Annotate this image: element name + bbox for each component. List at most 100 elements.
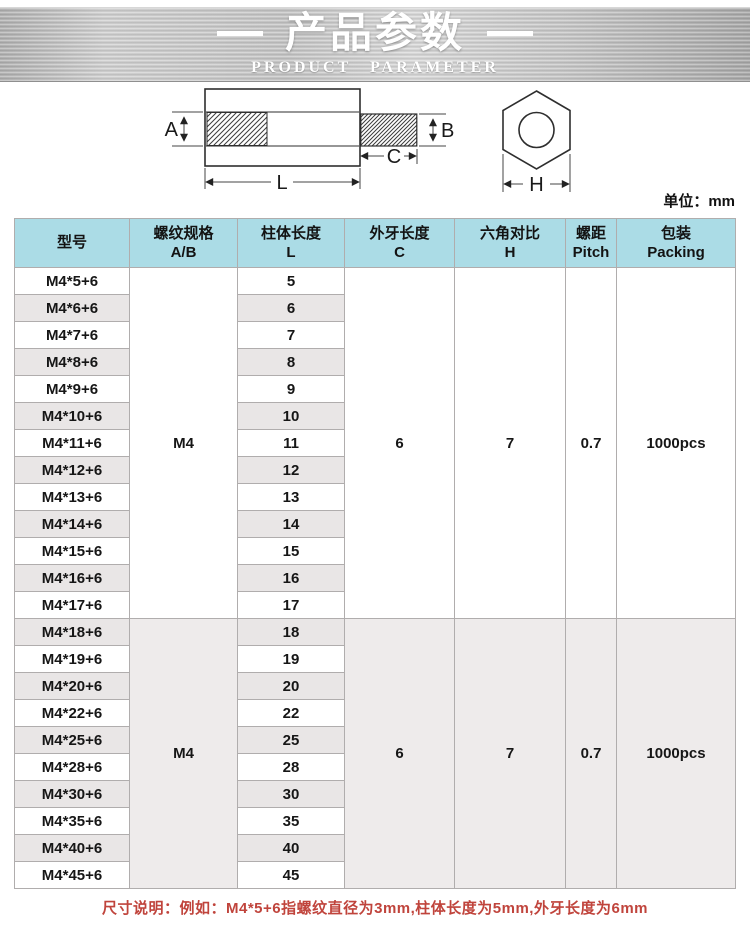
body-length-cell: 18 <box>237 618 345 646</box>
model-cell: M4*40+6 <box>14 834 130 862</box>
model-cell: M4*25+6 <box>14 726 130 754</box>
col-header-line2: H <box>504 244 516 261</box>
table-row: M4*22+6 22 <box>14 699 736 727</box>
body-length-cell: 20 <box>237 672 345 700</box>
model-cell: M4*14+6 <box>14 510 130 538</box>
pitch-cell: 0.7 <box>565 267 617 619</box>
col-header-3: 外牙长度 C <box>344 218 455 268</box>
body-length-cell: 11 <box>237 429 345 457</box>
model-cell: M4*12+6 <box>14 456 130 484</box>
body-length-cell: 22 <box>237 699 345 727</box>
table-row: M4*40+6 40 <box>14 834 736 862</box>
model-cell: M4*7+6 <box>14 321 130 349</box>
model-cell: M4*8+6 <box>14 348 130 376</box>
packing-cell: 1000pcs <box>616 267 736 619</box>
model-cell: M4*30+6 <box>14 780 130 808</box>
model-cell: M4*17+6 <box>14 591 130 619</box>
body-length-cell: 10 <box>237 402 345 430</box>
body-length-cell: 15 <box>237 537 345 565</box>
hex-width-cell: 7 <box>454 267 566 619</box>
table-row: M4*35+6 35 <box>14 807 736 835</box>
external-thread-stud <box>360 113 418 147</box>
hex-bore-circle <box>518 111 555 149</box>
body-length-cell: 7 <box>237 321 345 349</box>
table-row: M4*28+6 28 <box>14 753 736 781</box>
col-header-line2: A/B <box>170 244 197 261</box>
model-cell: M4*18+6 <box>14 618 130 646</box>
model-cell: M4*15+6 <box>14 537 130 565</box>
col-header-0: 型号 <box>14 218 130 268</box>
external-thread-length-cell: 6 <box>344 267 455 619</box>
table-row: M4*20+6 20 <box>14 672 736 700</box>
table-row: M4*17+6 17 <box>14 591 736 619</box>
model-cell: M4*10+6 <box>14 402 130 430</box>
packing-cell: 1000pcs <box>616 618 736 889</box>
table-row: M4*45+6 45 <box>14 861 736 889</box>
body-length-cell: 25 <box>237 726 345 754</box>
table-row: M4*9+6 9 <box>14 375 736 403</box>
col-header-5: 螺距 Pitch <box>565 218 617 268</box>
body-length-cell: 40 <box>237 834 345 862</box>
col-header-line2: L <box>286 244 296 261</box>
body-length-cell: 16 <box>237 564 345 592</box>
col-header-line1: 外牙长度 <box>369 224 430 242</box>
model-cell: M4*45+6 <box>14 861 130 889</box>
model-cell: M4*11+6 <box>14 429 130 457</box>
body-length-cell: 28 <box>237 753 345 781</box>
product-parameter-banner: 产品参数 PRODUCT PARAMETER <box>0 7 750 82</box>
body-length-cell: 6 <box>237 294 345 322</box>
spec-table: 型号 螺纹规格 A/B 柱体长度 L 外牙长度 C 六角对比 H 螺距 Pitch 包装 Packing… <box>14 218 736 889</box>
unit-note: 单位：mm <box>663 193 735 210</box>
banner-left-dash <box>216 31 263 36</box>
model-cell: M4*22+6 <box>14 699 130 727</box>
model-cell: M4*19+6 <box>14 645 130 673</box>
spec-table-body: M4*5+6 M4 5 6 7 0.7 1000pcs M4*6+6 6 M4*7+6 7 M4*8+… <box>14 267 736 889</box>
col-header-1: 螺纹规格 A/B <box>129 218 238 268</box>
col-header-line2: Pitch <box>572 244 610 261</box>
body-length-cell: 30 <box>237 780 345 808</box>
col-header-4: 六角对比 H <box>454 218 566 268</box>
table-row: M4*19+6 19 <box>14 645 736 673</box>
body-length-cell: 5 <box>237 267 345 295</box>
dim-label-b: B <box>441 120 454 142</box>
banner-title-row: 产品参数 <box>216 10 533 57</box>
col-header-6: 包装 Packing <box>616 218 736 268</box>
technical-drawing: A B C L H <box>0 82 750 192</box>
model-cell: M4*6+6 <box>14 294 130 322</box>
banner-subtitle: PRODUCT PARAMETER <box>251 58 499 76</box>
dim-label-l: L <box>276 172 287 192</box>
banner-right-dash <box>487 31 533 36</box>
size-explanation-note: 尺寸说明：例如：M4*5+6指螺纹直径为3mm,柱体长度为5mm,外牙长度为6m… <box>101 900 648 917</box>
external-thread-length-cell: 6 <box>344 618 455 889</box>
table-row: M4*5+6 M4 5 6 7 0.7 1000pcs <box>14 267 736 619</box>
col-header-line1: 柱体长度 <box>260 224 321 242</box>
model-cell: M4*20+6 <box>14 672 130 700</box>
pitch-cell: 0.7 <box>565 618 617 889</box>
internal-thread-hatch <box>206 112 268 146</box>
model-cell: M4*35+6 <box>14 807 130 835</box>
model-cell: M4*13+6 <box>14 483 130 511</box>
body-length-cell: 45 <box>237 861 345 889</box>
table-row: M4*7+6 7 <box>14 321 736 349</box>
col-header-line1: 螺距 <box>575 224 606 242</box>
table-row: M4*18+6 M4 18 6 7 0.7 1000pcs <box>14 618 736 889</box>
body-length-cell: 35 <box>237 807 345 835</box>
col-header-line1: 包装 <box>660 224 691 242</box>
banner-title: 产品参数 <box>284 10 465 57</box>
dimension-diagram: A B C L H <box>165 88 571 192</box>
body-length-cell: 17 <box>237 591 345 619</box>
body-length-cell: 13 <box>237 483 345 511</box>
body-length-cell: 8 <box>237 348 345 376</box>
thread-spec-cell: M4 <box>129 618 238 889</box>
col-header-2: 柱体长度 L <box>237 218 345 268</box>
table-row: M4*10+6 10 <box>14 402 736 430</box>
table-row: M4*8+6 8 <box>14 348 736 376</box>
table-row: M4*25+6 25 <box>14 726 736 754</box>
dim-label-h: H <box>529 174 543 192</box>
col-header-line1: 螺纹规格 <box>153 224 214 242</box>
model-cell: M4*28+6 <box>14 753 130 781</box>
col-header-line1: 六角对比 <box>479 224 540 242</box>
col-header-line2: C <box>394 244 405 261</box>
thread-spec-cell: M4 <box>129 267 238 619</box>
model-cell: M4*9+6 <box>14 375 130 403</box>
